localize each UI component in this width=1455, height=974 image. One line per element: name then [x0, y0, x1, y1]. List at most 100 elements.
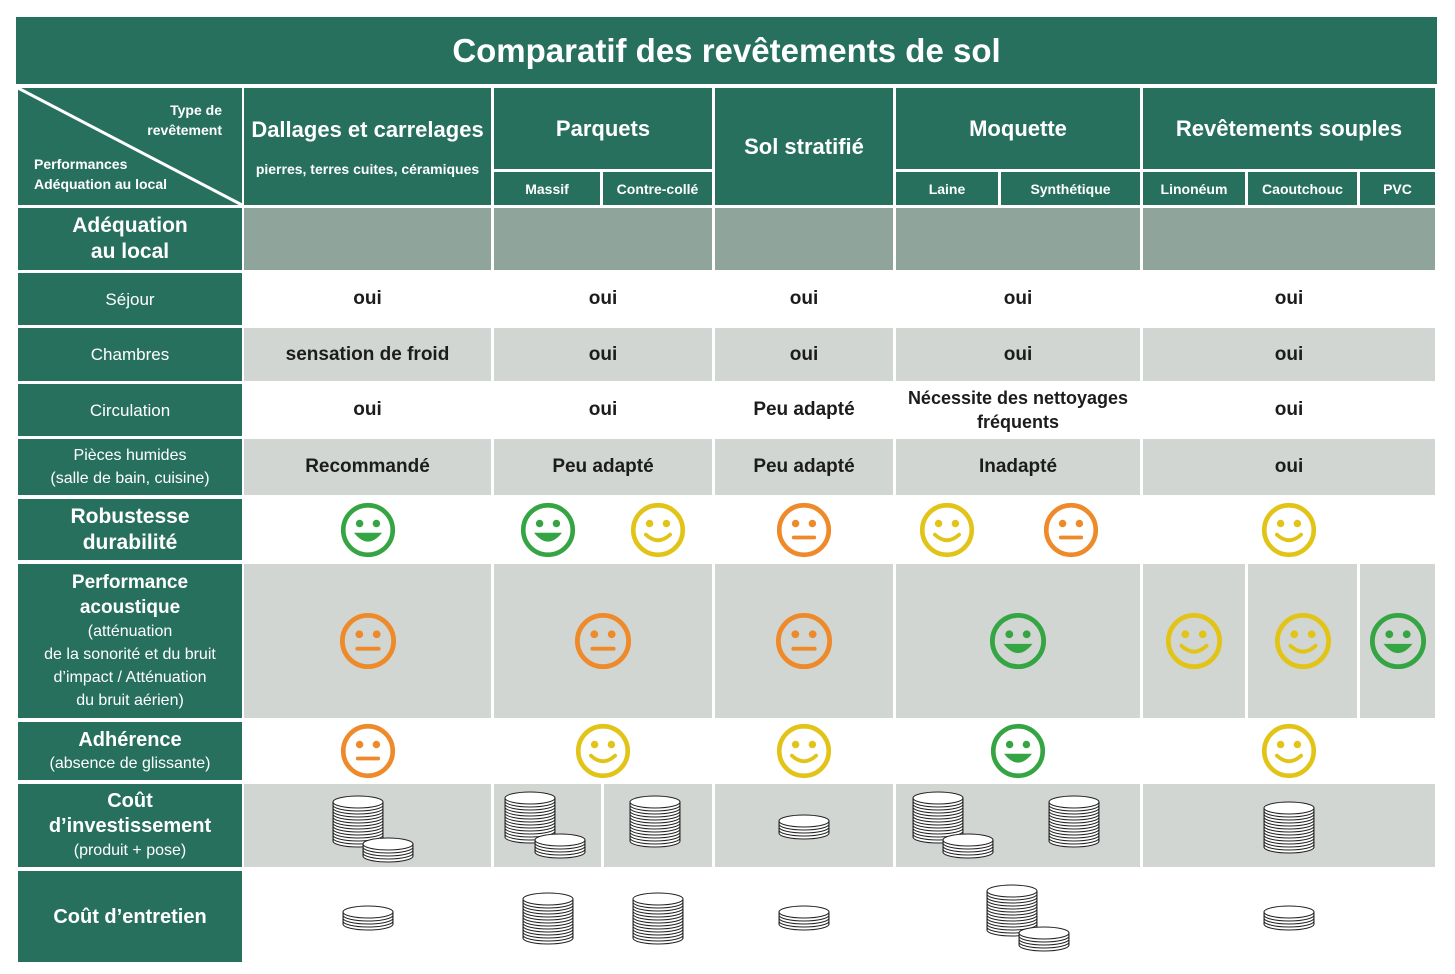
row-label-entretien: Coût d’entretien — [18, 871, 242, 962]
cell-investissement-dallages — [244, 784, 491, 867]
cell-chambres-dallages: sensation de froid — [244, 328, 491, 381]
coin-stack-icon — [1263, 798, 1315, 854]
cell-circulation-parquets: oui — [494, 384, 712, 436]
subheader-pvc: PVC — [1360, 172, 1435, 205]
value-text: oui — [789, 343, 819, 365]
cell-acoustique-linoneum — [1143, 564, 1245, 718]
cell-robustesse-stratifie — [715, 499, 893, 560]
cell-entretien-moquette — [896, 871, 1140, 962]
subheader-label-massif: Massif — [525, 180, 569, 197]
value-text: oui — [1274, 343, 1304, 365]
cell-sejour-souples: oui — [1143, 273, 1435, 325]
value-text: Peu adapté — [552, 456, 654, 477]
cell-sejour-dallages: oui — [244, 273, 491, 325]
smiley-smile-icon — [1165, 612, 1223, 670]
smiley-neutral-icon — [775, 612, 833, 670]
coin-stack-icon — [1263, 902, 1315, 931]
value-text: oui — [588, 343, 618, 365]
row-label-acoustique-line6: du bruit aérien) — [76, 692, 184, 709]
cell-adherence-stratifie — [715, 722, 893, 780]
row-label-adequation-line1: Adéquation — [72, 214, 188, 237]
row-label-chambres: Chambres — [18, 328, 242, 381]
cell-adherence-dallages — [244, 722, 491, 780]
cell-entretien-souples — [1143, 871, 1435, 962]
subheader-massif: Massif — [494, 172, 600, 205]
row-label-adherence: Adhérence (absence de glissante) — [18, 722, 242, 780]
row-label-robustesse-line1: Robustesse — [70, 504, 190, 528]
coin-stack-icon — [1048, 792, 1100, 848]
column-header-parquets: Parquets — [494, 88, 712, 169]
column-label-dallages: Dallages et carrelages — [251, 116, 484, 142]
cell-acoustique-caoutchouc — [1248, 564, 1357, 718]
cell-sejour-stratifie: oui — [715, 273, 893, 325]
row-label-circulation: Circulation — [18, 384, 242, 436]
smiley-smile-icon — [1261, 502, 1317, 558]
cell-investissement-moquette — [896, 784, 1140, 867]
row-label-acoustique-line1: Performance — [71, 572, 189, 593]
cell-acoustique-parquets — [494, 564, 712, 718]
cell-adherence-souples — [1143, 722, 1435, 780]
smiley-happy-icon — [989, 612, 1047, 670]
row-label-acoustique-line4: de la sonorité et du bruit — [44, 646, 216, 663]
coin-stack-icon — [632, 889, 684, 945]
value-text: Inadapté — [978, 456, 1058, 477]
cell-investissement-contre-colle — [604, 784, 712, 867]
row-label-investissement-line2: d’investissement — [48, 815, 212, 837]
cell-chambres-moquette: oui — [896, 328, 1140, 381]
corner-perf-line1: Performances — [34, 156, 128, 172]
row-label-acoustique: Performance acoustique (atténuation de l… — [18, 564, 242, 718]
column-label-souples: Revêtements souples — [1175, 115, 1403, 141]
cell-robustesse-laine — [896, 499, 998, 560]
coin-stack-icon — [504, 788, 556, 844]
smiley-happy-icon — [1369, 612, 1427, 670]
smiley-smile-icon — [919, 502, 975, 558]
smiley-happy-icon — [340, 502, 396, 558]
subheader-caoutchouc: Caoutchouc — [1248, 172, 1357, 205]
cell-robustesse-souples — [1143, 499, 1435, 560]
coin-stack-icon — [986, 881, 1038, 937]
subheader-label-contre-colle: Contre-collé — [616, 180, 699, 197]
row-label-investissement-line1: Coût — [107, 790, 153, 812]
subheader-label-pvc: PVC — [1383, 180, 1412, 197]
cell-humides-dallages: Recommandé — [244, 439, 491, 495]
smiley-neutral-icon — [339, 612, 397, 670]
value-text: oui — [789, 288, 819, 309]
coin-stack-icon — [522, 889, 574, 945]
subheader-linoneum: Linonéum — [1143, 172, 1245, 205]
cell-investissement-massif — [494, 784, 601, 867]
row-label-adherence-line2: (absence de glissante) — [49, 754, 211, 772]
value-text: oui — [353, 399, 382, 420]
value-text: oui — [1003, 288, 1033, 309]
smiley-neutral-icon — [574, 612, 632, 670]
row-label-adherence-line1: Adhérence — [78, 728, 182, 751]
coin-stack-icon — [912, 788, 964, 844]
row-label-sejour: Séjour — [18, 273, 242, 325]
page-title: Comparatif des revêtements de sol — [16, 17, 1437, 84]
value-text: oui — [588, 399, 618, 420]
row-label-robustesse-line2: durabilité — [82, 530, 178, 554]
smiley-smile-icon — [1274, 612, 1332, 670]
coin-stack-icon — [534, 830, 586, 859]
cell-adherence-moquette — [896, 722, 1140, 780]
coin-stack-icon — [362, 834, 414, 863]
cell-investissement-souples — [1143, 784, 1435, 867]
value-text: oui — [1274, 288, 1304, 309]
smiley-happy-icon — [520, 502, 576, 558]
value-text: Peu adapté — [753, 399, 855, 420]
band-cell — [715, 208, 893, 270]
smiley-neutral-icon — [340, 723, 396, 779]
column-label-parquets: Parquets — [555, 115, 651, 141]
row-label-entretien-text: Coût d’entretien — [53, 905, 207, 928]
corner-type-label: Type de revêtement — [147, 100, 222, 140]
cell-humides-moquette: Inadapté — [896, 439, 1140, 495]
value-text: oui — [353, 288, 382, 309]
coin-stack-icon — [942, 830, 994, 859]
row-label-humides-line1: Pièces humides — [73, 447, 187, 464]
band-cell — [896, 208, 1140, 270]
subheader-label-linoneum: Linonéum — [1160, 180, 1228, 197]
cell-entretien-dallages — [244, 871, 491, 962]
row-label-adequation: Adéquation au local — [18, 208, 242, 270]
cell-robustesse-dallages — [244, 499, 491, 560]
cell-robustesse-contre-colle — [604, 499, 712, 560]
column-header-stratifie: Sol stratifié — [715, 88, 893, 205]
